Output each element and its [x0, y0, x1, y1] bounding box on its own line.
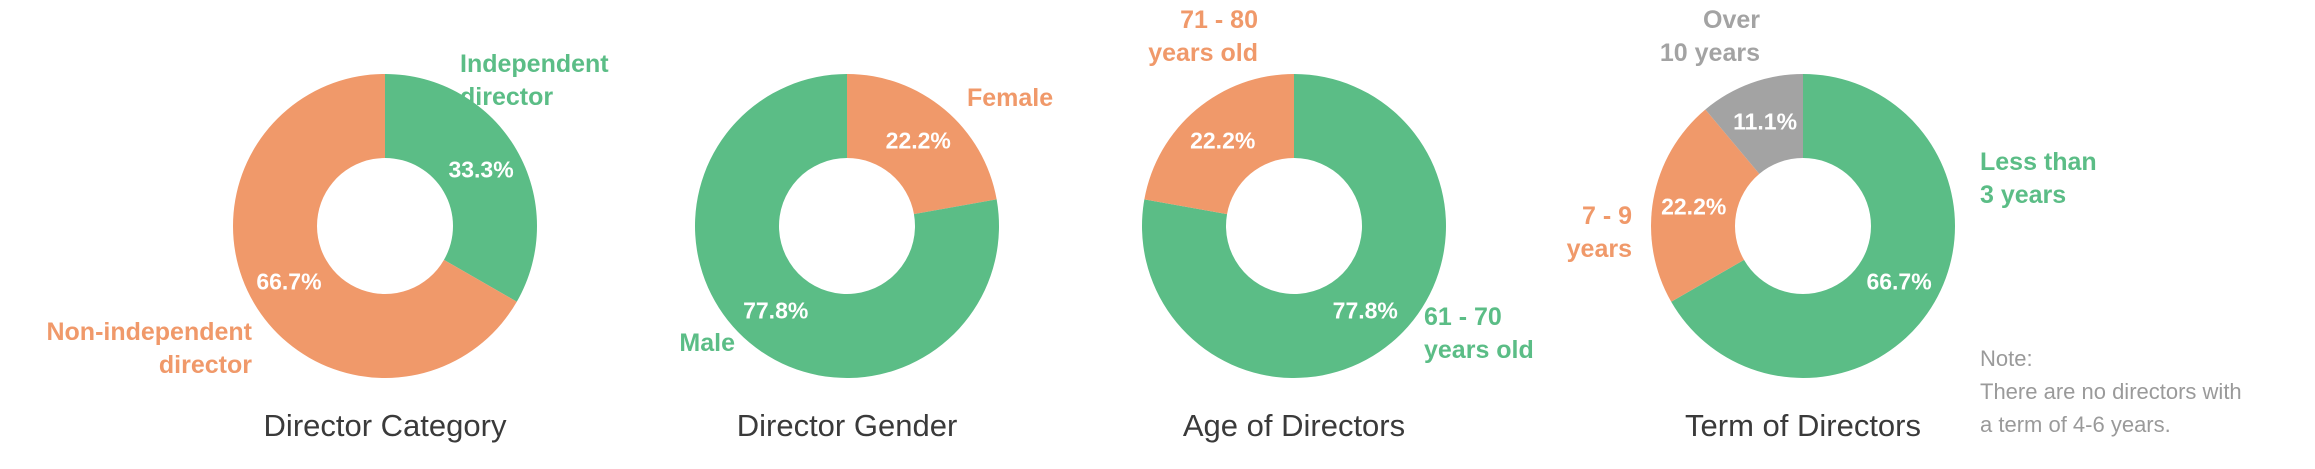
chart-4-slice-1-percent: 66.7% [1866, 268, 1932, 295]
chart-3-slice-2-label-line-1: 71 - 80 [1180, 6, 1258, 34]
chart-4-title: Term of Directors [1685, 408, 1921, 443]
chart-4-slice-3-percent: 11.1% [1733, 108, 1798, 135]
chart-4-slice-2-label-line-1: 7 - 9 [1581, 202, 1632, 230]
chart-4-slice-1-label-line-2: 3 years [1980, 181, 2067, 209]
chart-1-slice-2-label-line-2: director [158, 351, 252, 379]
note-line-1: There are no directors with [1980, 379, 2242, 404]
chart-4-slice-1-label: Less than 3 years [1980, 146, 2097, 212]
chart-1-slice-2-percent: 66.7% [256, 268, 322, 295]
chart-3-slice-1-label-line-2: years old [1424, 336, 1534, 364]
chart-4-slice-2-label-line-2: years [1566, 235, 1632, 263]
chart-2-slice-2-label: Male [679, 327, 735, 360]
chart-1-title: Director Category [263, 408, 507, 443]
chart-1-slice-2-label: Non-independent director [46, 316, 252, 382]
chart-3-slice-1-label: 61 - 70 years old [1424, 301, 1534, 367]
chart-1-slice-2-label-line-1: Non-independent [46, 318, 252, 346]
chart-2-slice-1-percent: 22.2% [885, 127, 951, 154]
chart-3-slice-2-label-line-2: years old [1148, 39, 1258, 67]
chart-3-slice-1-percent: 77.8% [1332, 297, 1398, 324]
chart-3-slice-1 [1142, 74, 1446, 378]
chart-4-slice-3-label: Over 10 years [1660, 4, 1760, 70]
chart-2-slice-2-label-line-1: Male [679, 329, 735, 357]
chart-4-slice-3-label-line-2: 10 years [1659, 39, 1760, 67]
chart-3-slice-2-label: 71 - 80 years old [1148, 4, 1258, 70]
chart-2-slice-2 [694, 74, 1000, 378]
chart-4-slice-2-label: 7 - 9 years [1567, 200, 1632, 266]
chart-1-slice-1-label-line-2: director [460, 83, 554, 111]
chart-1-slice-1-label: Independent director [460, 48, 609, 114]
chart-4-slice-3-label-line-1: Over [1703, 6, 1760, 34]
chart-2-slice-2-percent: 77.8% [743, 297, 809, 324]
chart-2-title: Director Gender [736, 408, 958, 443]
chart-2-slice-1 [847, 74, 997, 215]
chart-3-slice-2 [1144, 74, 1294, 215]
note-box: Note: There are no directors with a term… [1980, 342, 2242, 441]
chart-4-slice-1 [1671, 74, 1955, 378]
chart-1-slice-1-percent: 33.3% [448, 156, 514, 183]
note-line-2: a term of 4-6 years. [1980, 412, 2171, 437]
chart-2-slice-1-label-line-1: Female [967, 84, 1054, 112]
chart-4-slice-1-label-line-1: Less than [1980, 148, 2097, 176]
chart-3-slice-2-percent: 22.2% [1190, 127, 1256, 154]
note-heading: Note: [1980, 346, 2033, 371]
chart-4-slice-2 [1650, 109, 1760, 302]
chart-3-title: Age of Directors [1182, 408, 1406, 443]
chart-2-slice-1-label: Female [967, 82, 1053, 115]
chart-4-slice-3 [1705, 74, 1803, 174]
chart-1-slice-2 [232, 74, 517, 379]
chart-4-slice-2-percent: 22.2% [1661, 193, 1727, 220]
chart-1-slice-1 [385, 74, 537, 302]
chart-1-slice-1-label-line-1: Independent [460, 50, 609, 78]
chart-3-slice-1-label-line-1: 61 - 70 [1424, 303, 1502, 331]
